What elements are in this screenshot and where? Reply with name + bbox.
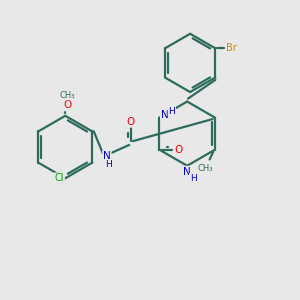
Text: O: O: [127, 117, 135, 127]
Text: N: N: [161, 110, 169, 120]
Text: H: H: [169, 107, 175, 116]
Text: Br: Br: [226, 44, 237, 53]
Text: O: O: [64, 100, 72, 110]
Text: N: N: [103, 151, 111, 161]
Text: N: N: [183, 167, 191, 177]
Text: CH₃: CH₃: [60, 91, 75, 100]
Text: H: H: [105, 160, 112, 169]
Text: O: O: [175, 145, 183, 155]
Text: Cl: Cl: [55, 173, 64, 183]
Text: CH₃: CH₃: [197, 164, 213, 173]
Text: H: H: [190, 174, 196, 183]
